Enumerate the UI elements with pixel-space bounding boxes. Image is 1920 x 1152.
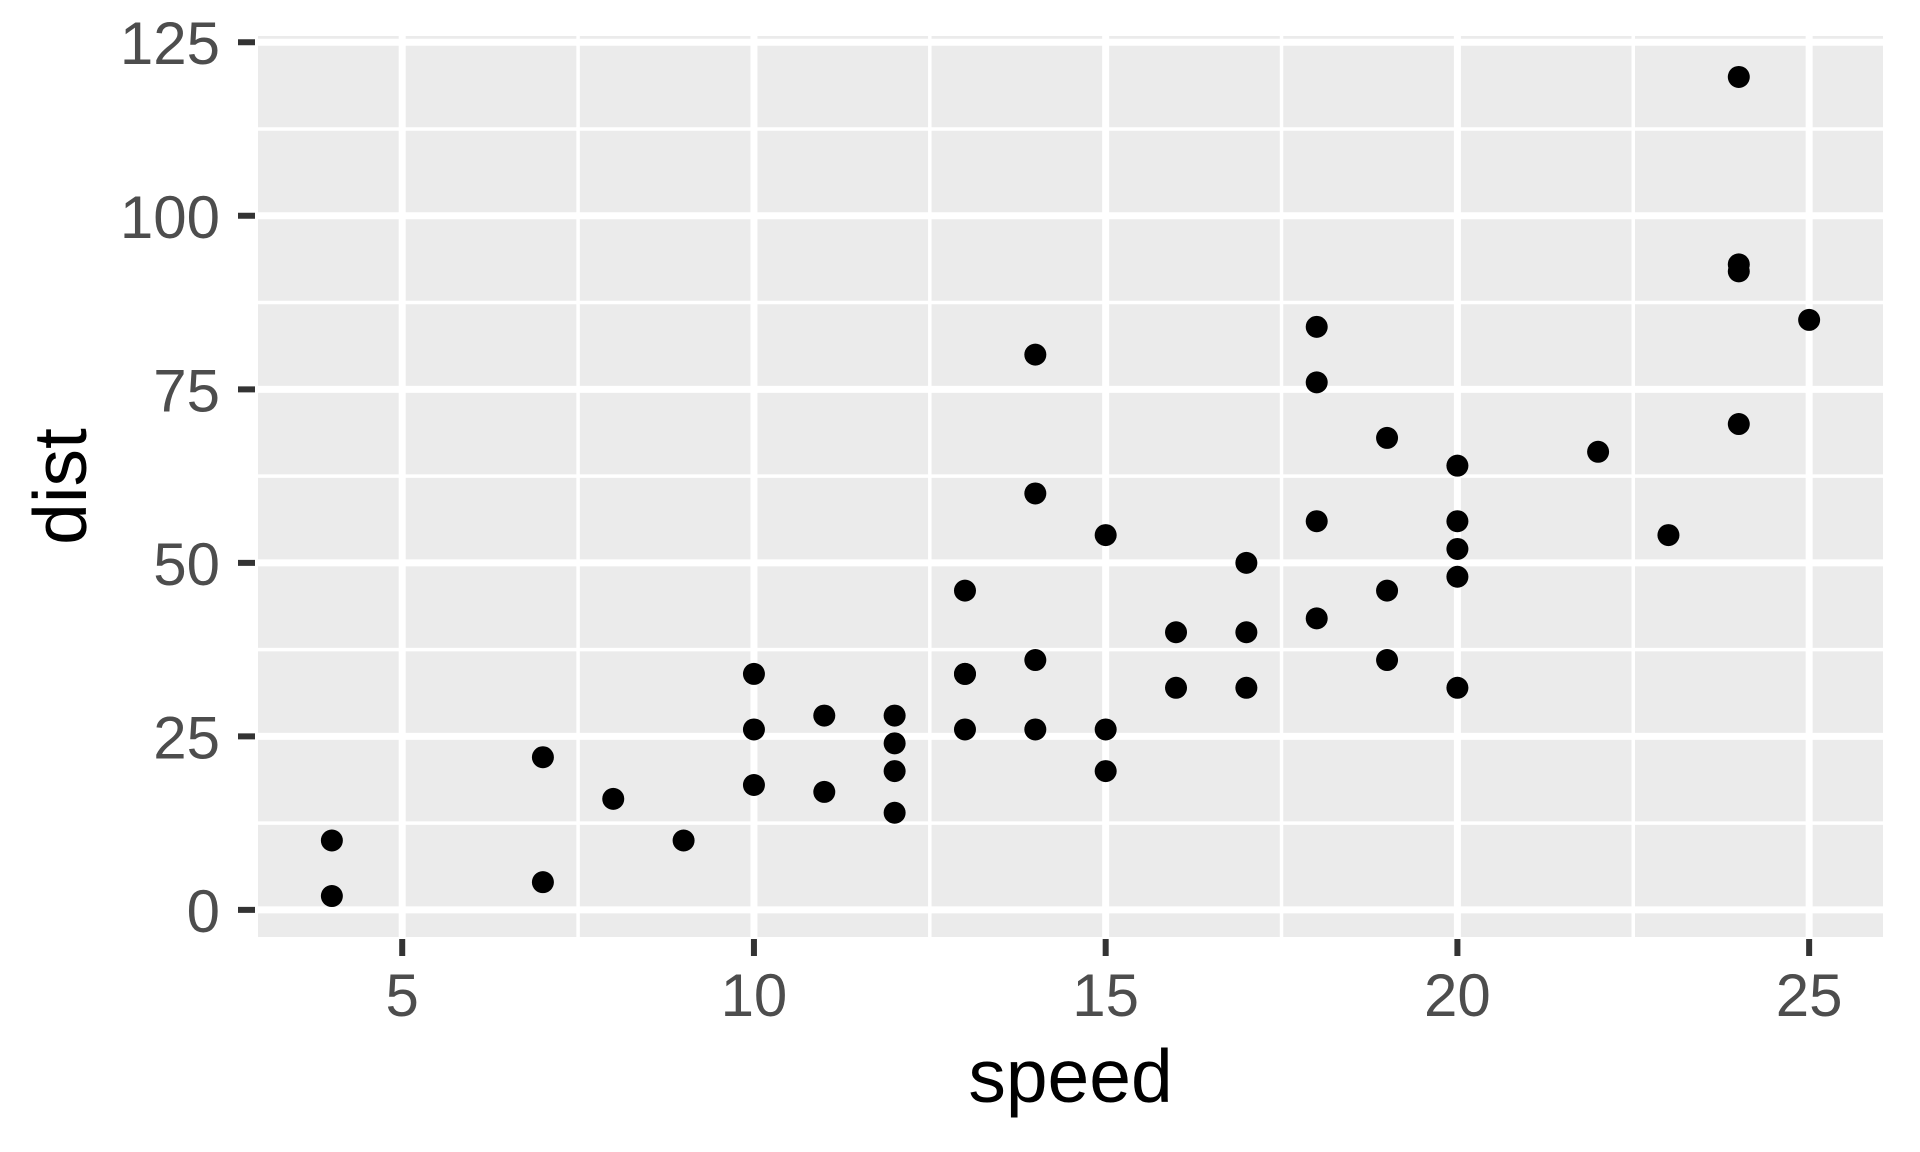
axis-ticks: [238, 39, 1813, 956]
data-point: [1657, 524, 1680, 547]
data-point: [1235, 676, 1258, 699]
data-point: [1094, 524, 1117, 547]
data-point: [320, 885, 343, 908]
x-tick-label: 5: [386, 962, 419, 1029]
y-tick-label: 25: [153, 704, 220, 771]
data-point: [1305, 607, 1328, 630]
data-point: [953, 662, 976, 685]
y-tick-label: 0: [187, 878, 220, 945]
data-point: [1376, 579, 1399, 602]
plot-panel: [258, 36, 1883, 937]
data-point: [1446, 676, 1469, 699]
data-point: [813, 704, 836, 727]
y-tick-label: 50: [153, 531, 220, 598]
data-point: [1094, 760, 1117, 783]
data-point: [1446, 510, 1469, 533]
data-point: [1305, 315, 1328, 338]
data-point: [1165, 621, 1188, 644]
data-point: [1446, 565, 1469, 588]
minor-gridlines: [258, 36, 1883, 937]
data-point: [813, 780, 836, 803]
x-tick-label: 15: [1072, 962, 1139, 1029]
data-point: [883, 732, 906, 755]
data-point: [953, 579, 976, 602]
data-point: [1587, 440, 1610, 463]
data-point: [531, 746, 554, 769]
x-axis-title: speed: [968, 1034, 1172, 1118]
data-point: [953, 718, 976, 741]
x-tick-label: 20: [1424, 962, 1491, 1029]
data-point: [1727, 253, 1750, 276]
data-point: [1446, 454, 1469, 477]
data-point: [320, 829, 343, 852]
data-point: [602, 787, 625, 810]
data-point: [1376, 426, 1399, 449]
panel-background: [258, 36, 1883, 937]
data-point: [1024, 343, 1047, 366]
major-gridlines: [258, 36, 1883, 937]
y-tick-label: 100: [120, 184, 220, 251]
data-point: [1235, 621, 1258, 644]
y-tick-label: 75: [153, 357, 220, 424]
data-point: [1024, 649, 1047, 672]
data-point: [742, 662, 765, 685]
data-points: [320, 65, 1821, 908]
data-point: [883, 760, 906, 783]
x-tick-label: 25: [1776, 962, 1843, 1029]
data-point: [1024, 718, 1047, 741]
data-point: [1727, 65, 1750, 88]
data-point: [1305, 510, 1328, 533]
data-point: [883, 704, 906, 727]
data-point: [1305, 371, 1328, 394]
y-tick-label: 125: [120, 10, 220, 77]
data-point: [1094, 718, 1117, 741]
data-point: [742, 718, 765, 741]
y-axis-title: dist: [18, 428, 102, 545]
data-point: [672, 829, 695, 852]
x-tick-label: 10: [721, 962, 788, 1029]
data-point: [883, 801, 906, 824]
data-point: [1446, 537, 1469, 560]
axis-tick-labels: 5 10 15 20 25 0 25 50 75 100 125: [120, 10, 1843, 1029]
data-point: [531, 871, 554, 894]
data-point: [1376, 649, 1399, 672]
data-point: [1235, 551, 1258, 574]
data-point: [1024, 482, 1047, 505]
data-point: [1165, 676, 1188, 699]
data-point: [1727, 413, 1750, 436]
data-point: [742, 773, 765, 796]
data-point: [1798, 308, 1821, 331]
